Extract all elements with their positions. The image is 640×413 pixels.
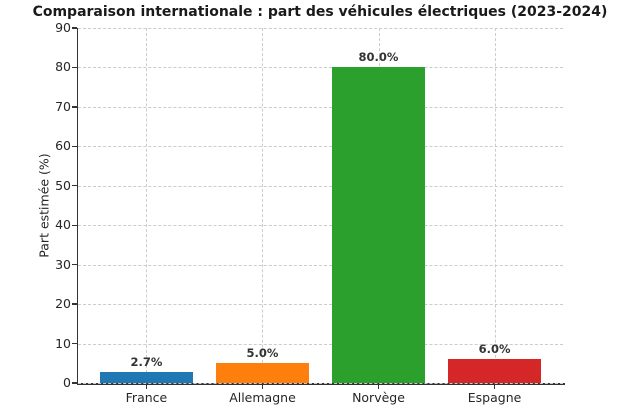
y-gridline: [78, 343, 563, 345]
y-tick-label: 30: [55, 256, 71, 272]
y-tick-label: 50: [55, 177, 71, 193]
bar-value-label: 5.0%: [246, 346, 279, 361]
bar-france: [100, 372, 193, 383]
x-tick-label: Norvège: [352, 390, 405, 405]
bar-norvège: [332, 67, 425, 383]
y-gridline: [78, 185, 563, 187]
x-tick-label: Allemagne: [229, 390, 296, 405]
y-tick-mark: [72, 145, 77, 148]
bar-value-label: 80.0%: [358, 50, 399, 65]
x-tick-mark: [145, 384, 148, 389]
x-tick-mark: [377, 384, 380, 389]
y-tick-label: 40: [55, 217, 71, 233]
x-tick-label: France: [125, 390, 168, 405]
y-gridline: [78, 106, 563, 108]
x-tick-label: Espagne: [467, 390, 522, 405]
y-tick-mark: [72, 342, 77, 345]
y-gridline: [78, 146, 563, 148]
y-gridline: [78, 225, 563, 227]
y-tick-mark: [72, 66, 77, 69]
x-gridline: [146, 28, 148, 383]
y-gridline: [78, 264, 563, 266]
plot-area: 2.7% 5.0% 80.0% 6.0%: [78, 28, 563, 384]
y-tick-label: 70: [55, 98, 71, 114]
y-gridline: [78, 383, 563, 384]
y-tick-mark: [72, 263, 77, 266]
y-gridline: [78, 304, 563, 306]
y-tick-mark: [72, 27, 77, 29]
y-tick-label: 10: [55, 335, 71, 351]
y-tick-label: 80: [55, 59, 71, 75]
bar-espagne: [448, 359, 541, 383]
bar-value-label: 6.0%: [478, 342, 511, 357]
y-gridline: [78, 28, 563, 29]
y-axis-label: Part estimée (%): [36, 153, 52, 258]
x-tick-mark: [261, 384, 264, 389]
y-gridline: [78, 67, 563, 69]
y-tick-label: 0: [63, 375, 71, 390]
y-axis-spine: [76, 28, 78, 385]
y-tick-mark: [72, 185, 77, 187]
x-gridline: [262, 28, 264, 383]
y-tick-label: 60: [55, 138, 71, 154]
y-tick-mark: [72, 303, 77, 305]
y-tick-label: 90: [55, 20, 71, 35]
x-gridline: [494, 28, 496, 383]
chart-title: Comparaison internationale : part des vé…: [32, 4, 608, 20]
bar-allemagne: [216, 363, 309, 383]
x-tick-mark: [493, 384, 496, 389]
y-tick-mark: [72, 382, 77, 384]
y-tick-mark: [72, 224, 77, 226]
y-tick-label: 20: [55, 296, 71, 312]
bar-value-label: 2.7%: [130, 355, 163, 370]
y-tick-mark: [72, 106, 77, 108]
